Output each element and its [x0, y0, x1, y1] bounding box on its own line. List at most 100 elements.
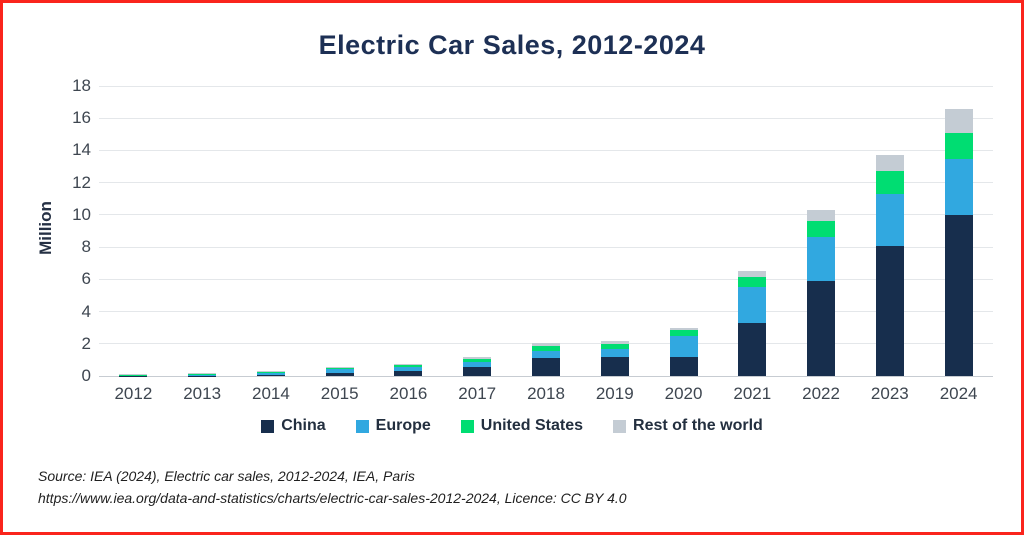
legend-label: China: [281, 417, 326, 434]
bar-segment-2022-rest-of-the-world: [807, 210, 836, 222]
bar-segment-2021-rest-of-the-world: [738, 271, 767, 278]
bar-2017: [463, 357, 492, 376]
legend-label: Rest of the world: [633, 417, 763, 434]
bar-segment-2013-europe: [188, 374, 217, 376]
source-note: Source: IEA (2024), Electric car sales, …: [38, 465, 627, 509]
bar-segment-2018-europe: [532, 351, 560, 359]
y-tick-label: 10: [72, 204, 91, 224]
bar-segment-2014-china: [256, 374, 285, 376]
bar-segment-2015-china: [325, 372, 354, 376]
x-tick-label-2015: 2015: [320, 384, 359, 403]
bar-2023: [875, 155, 904, 376]
gridline: [99, 149, 993, 151]
bar-segment-2016-united-states: [394, 364, 423, 367]
bar-segment-2023-united-states: [875, 171, 904, 194]
y-tick-label: 8: [81, 237, 91, 257]
bar-2024: [944, 109, 973, 376]
bar-segment-2015-united-states: [325, 367, 354, 370]
y-tick-label: 16: [72, 108, 91, 128]
bar-segment-2020-rest-of-the-world: [669, 327, 698, 331]
bar-segment-2017-china: [463, 367, 492, 376]
x-tick-label-2024: 2024: [939, 384, 978, 403]
gridline: [99, 85, 993, 87]
plot-area: 0 2 4 6 8 10 12 14 16 18: [72, 76, 993, 385]
gridline: [99, 117, 993, 119]
y-tick-label: 12: [72, 172, 91, 192]
bar-segment-2024-united-states: [944, 132, 973, 160]
bar-segment-2016-europe: [394, 367, 423, 371]
bar-segment-2017-rest-of-the-world: [463, 357, 492, 359]
bar-segment-2024-china: [944, 214, 973, 376]
bar-segment-2019-europe: [600, 348, 629, 357]
bar-segment-2023-rest-of-the-world: [875, 155, 904, 172]
y-tick-label: 6: [81, 269, 91, 289]
gridline: [99, 246, 993, 248]
y-tick-label: 18: [72, 76, 91, 95]
legend-swatch-icon: [613, 419, 627, 433]
bar-2020: [669, 327, 698, 376]
legend-item-rest-of-the-world: Rest of the world: [613, 417, 763, 435]
y-tick-label: 14: [72, 140, 91, 160]
bar-segment-2014-united-states: [256, 371, 285, 374]
bar-segment-2021-europe: [738, 287, 767, 323]
bar-segment-2017-united-states: [463, 358, 492, 362]
bar-segment-2014-europe: [256, 373, 285, 375]
bar-segment-2012-united-states: [119, 374, 148, 376]
bar-2014: [256, 370, 285, 376]
legend-label: Europe: [375, 417, 431, 434]
bar-segment-2021-china: [738, 322, 767, 376]
x-tick-label-2014: 2014: [252, 384, 290, 403]
bar-2022: [807, 210, 836, 376]
bar-segment-2023-china: [875, 245, 904, 376]
x-tick-label-2013: 2013: [183, 384, 222, 403]
bar-segment-2022-united-states: [807, 221, 836, 238]
bar-segment-2019-rest-of-the-world: [600, 340, 629, 344]
legend-item-europe: Europe: [355, 417, 431, 435]
bar-2019: [600, 340, 629, 376]
bar-segment-2016-rest-of-the-world: [394, 363, 423, 365]
bar-segment-2019-united-states: [600, 343, 629, 349]
bar-2021: [738, 271, 767, 376]
legend-label: United States: [480, 417, 584, 434]
bar-segment-2023-europe: [875, 193, 904, 246]
x-tick-label-2017: 2017: [458, 384, 497, 403]
legend-swatch-icon: [460, 419, 474, 433]
bar-segment-2017-europe: [463, 361, 492, 368]
x-tick-label-2021: 2021: [733, 384, 772, 403]
bar-2018: [532, 342, 560, 376]
gridline: [99, 214, 993, 216]
bar-segment-2024-rest-of-the-world: [944, 109, 973, 133]
x-axis-line: [99, 375, 993, 377]
source-line-1: Source: IEA (2024), Electric car sales, …: [38, 468, 415, 484]
x-tick-label-2018: 2018: [527, 384, 565, 403]
bar-2015: [325, 366, 354, 376]
gridline: [99, 182, 993, 184]
chart-title: Electric Car Sales, 2012-2024: [318, 30, 706, 60]
bar-segment-2019-china: [600, 356, 629, 376]
bar-segment-2020-united-states: [669, 330, 698, 336]
legend-item-china: China: [261, 417, 326, 435]
bar-segment-2018-united-states: [532, 346, 560, 352]
legend: China Europe United States Rest of the worl…: [3, 417, 1021, 435]
bar-segment-2015-rest-of-the-world: [325, 366, 354, 368]
bar-segment-2020-china: [669, 357, 698, 376]
bar-segment-2020-europe: [669, 335, 698, 358]
x-tick-label-2019: 2019: [595, 384, 634, 403]
bar-segment-2024-europe: [944, 159, 973, 215]
bar-segment-2016-china: [394, 370, 423, 376]
bar-segment-2015-europe: [325, 369, 354, 373]
bar-2016: [394, 363, 423, 376]
y-tick-label: 0: [81, 366, 91, 385]
bar-segment-2018-china: [532, 358, 560, 376]
bar-segment-2021-united-states: [738, 277, 767, 288]
x-tick-label-2016: 2016: [389, 384, 428, 403]
x-tick-label-2012: 2012: [114, 384, 153, 403]
legend-swatch-icon: [355, 419, 369, 433]
y-tick-label: 4: [81, 301, 91, 321]
bar-segment-2022-china: [807, 280, 836, 376]
bar-2012: [119, 374, 148, 376]
x-tick-label-2022: 2022: [802, 384, 840, 403]
legend-swatch-icon: [261, 419, 275, 433]
bar-segment-2018-rest-of-the-world: [532, 342, 560, 347]
